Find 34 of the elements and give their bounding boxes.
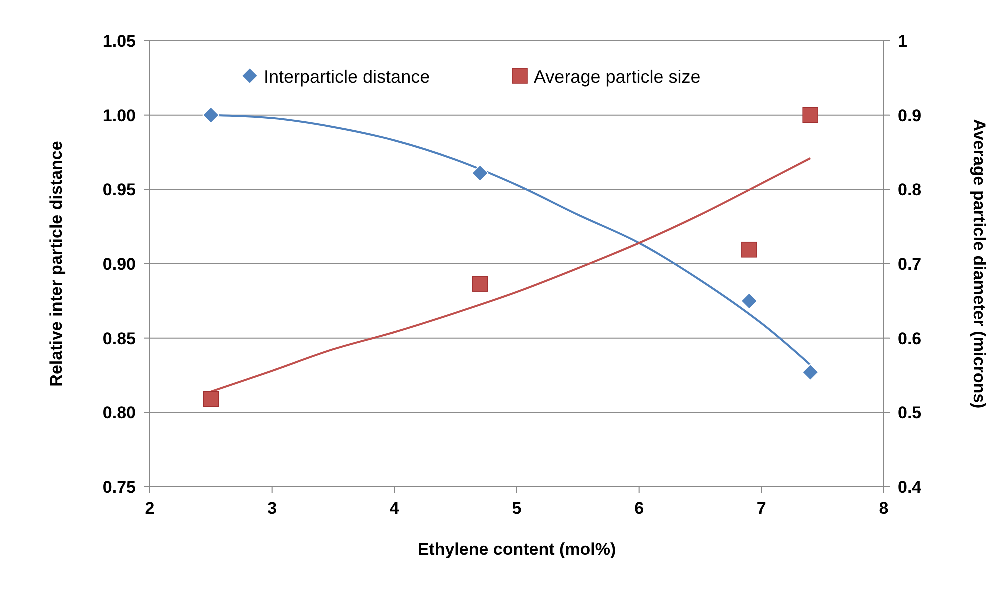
point — [802, 107, 818, 124]
x-tick-label: 8 — [879, 499, 889, 518]
x-axis-title: Ethylene content (mol%) — [418, 540, 616, 559]
point — [740, 292, 758, 310]
point — [472, 164, 489, 182]
y2-axis-title: Average particle diameter (microns) — [970, 119, 989, 409]
y-tick-label: 1.05 — [102, 32, 136, 51]
y-tick-label: 0.85 — [102, 329, 136, 348]
y-tick-label: 0.90 — [102, 255, 136, 274]
x-tick-label: 2 — [145, 499, 155, 518]
x-tick-label: 7 — [756, 499, 766, 518]
y-tick-label: 1.00 — [102, 106, 136, 126]
y-tick-label: 0.95 — [102, 180, 136, 200]
y2-tick-label: 0.7 — [898, 255, 922, 274]
y2-tick-label: 1 — [898, 32, 908, 51]
y2-tick-label: 0.9 — [898, 106, 922, 126]
x-tick-label: 4 — [390, 499, 400, 518]
y-tick-label: 0.80 — [102, 404, 136, 423]
y2-tick-label: 0.4 — [898, 478, 922, 497]
point — [203, 391, 220, 408]
legend-label: Interparticle distance — [264, 67, 430, 87]
y2-tick-label: 0.6 — [898, 329, 922, 348]
point — [472, 276, 488, 292]
point — [202, 106, 220, 124]
x-tick-label: 3 — [268, 499, 278, 518]
x-tick-label: 5 — [512, 499, 522, 518]
x-tick-label: 6 — [634, 499, 644, 518]
legend-label: Average particle size — [534, 67, 701, 87]
y-axis-title: Relative inter particle distance — [47, 141, 66, 387]
point — [802, 364, 820, 382]
y-tick-label: 0.75 — [102, 478, 136, 497]
y2-tick-label: 0.8 — [898, 180, 922, 200]
point — [742, 242, 758, 258]
y2-tick-label: 0.5 — [898, 404, 922, 423]
